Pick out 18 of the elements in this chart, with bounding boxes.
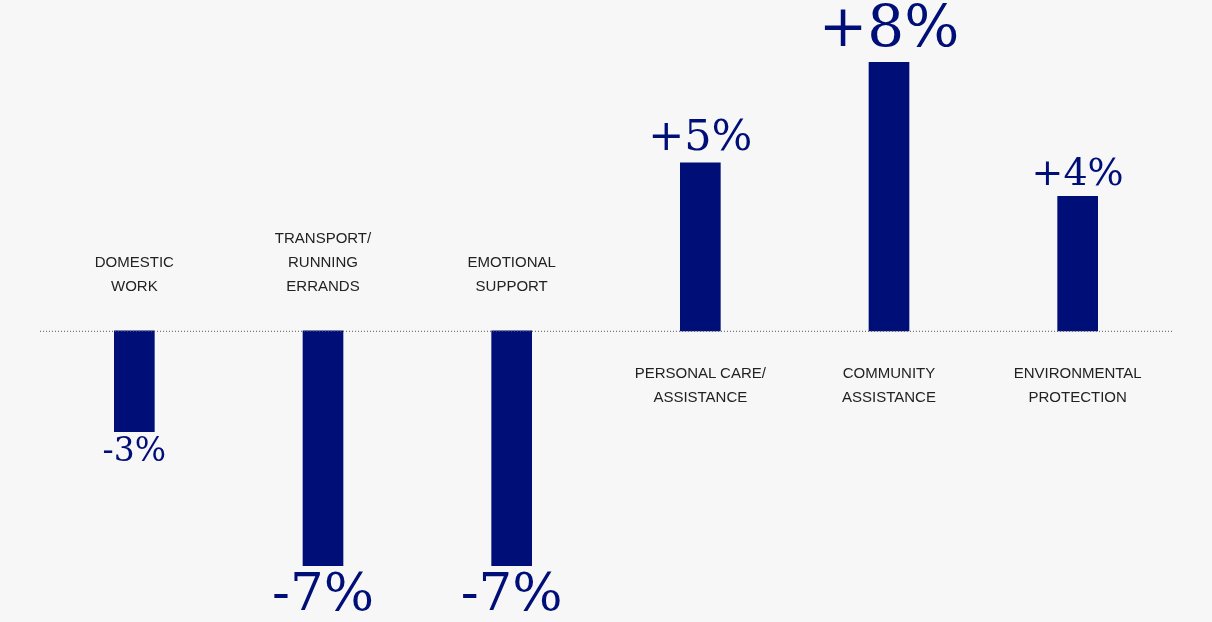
data-label: -7% (460, 561, 563, 622)
x-tick-label: COMMUNITY ASSISTANCE (842, 364, 936, 406)
x-tick-label: DOMESTIC WORK (94, 253, 175, 295)
x-tick-label: TRANSPORT/ RUNNING ERRANDS (274, 229, 373, 295)
x-tick-label: ENVIRONMENTAL PROTECTION (1013, 364, 1142, 406)
x-tick-label: EMOTIONAL SUPPORT (467, 253, 556, 295)
bar (491, 330, 532, 566)
bar (868, 62, 910, 332)
bar (114, 330, 155, 432)
data-label: -7% (272, 561, 374, 622)
data-label: -3% (102, 429, 167, 469)
data-label: +5% (648, 110, 753, 161)
data-label: +8% (818, 0, 960, 61)
bar (302, 330, 344, 566)
bar (1057, 196, 1098, 332)
bar (680, 162, 721, 332)
data-label: +4% (1031, 150, 1124, 195)
x-tick-label: PERSONAL CARE/ ASSISTANCE (634, 364, 767, 406)
